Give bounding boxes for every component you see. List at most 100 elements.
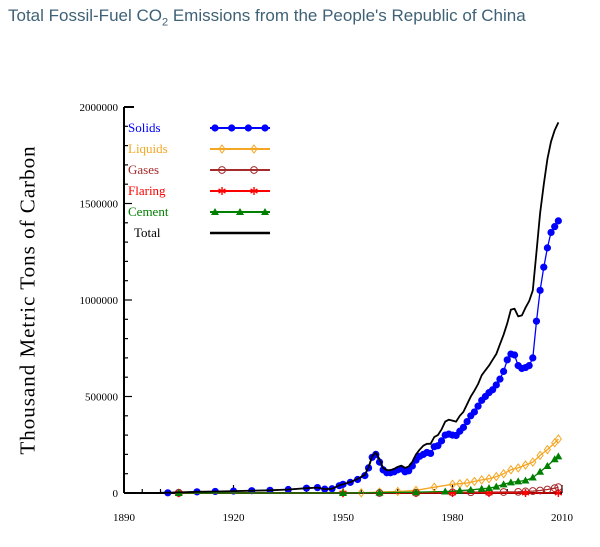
data-point-solids [529,354,537,362]
data-point-cement [466,485,475,493]
data-point-solids [540,263,548,271]
data-point-liquids [507,465,515,475]
data-point-cement [477,484,486,492]
data-point-cement [521,476,530,484]
legend-marker-solids [228,124,236,132]
data-point-liquids [478,475,486,485]
plot-area [160,122,563,498]
data-point-solids [510,351,519,359]
legend-marker-cement [236,208,244,215]
series-line-liquids [178,438,559,494]
data-point-solids [500,367,508,376]
y-tick-label: 1500000 [80,199,119,211]
data-point-liquids [554,434,562,444]
data-point-solids [474,402,482,410]
data-point-liquids [521,460,530,470]
series-line-solids [167,220,559,494]
data-point-solids [492,381,500,389]
asterisk-stroke [485,490,493,496]
legend-label-flaring: Flaring [128,183,166,198]
data-point-solids [437,437,446,445]
legend-marker-solids [261,124,269,132]
legend-label-cement: Cement [128,204,169,219]
data-point-cement [536,467,545,475]
legend-marker-solids [244,124,252,132]
legend-marker-flaring [250,187,258,195]
asterisk-stroke [554,490,563,496]
data-point-gases [536,486,544,495]
asterisk-stroke [250,188,258,194]
legend-label-solids: Solids [128,120,161,135]
legend-marker-liquids [218,144,226,154]
data-point-solids [427,449,435,458]
y-tick-label: 1000000 [80,295,119,307]
data-point-solids [503,356,511,364]
data-point-cement [543,461,552,469]
asterisk-stroke [521,490,530,496]
data-point-cement [375,488,384,496]
legend-marker-solids [211,124,219,132]
data-point-liquids [470,476,479,487]
data-point-liquids [536,450,544,461]
data-point-cement [492,482,501,490]
data-point-liquids [394,486,402,497]
x-tick-label: 1950 [332,512,355,524]
data-point-liquids [543,444,552,455]
data-point-gases [499,488,508,496]
x-tick-label: 1920 [223,512,246,524]
data-point-solids [532,317,541,325]
data-point-solids [543,244,552,252]
data-point-solids [496,375,504,383]
data-point-solids [459,423,468,431]
x-tick-label: 2010 [551,512,574,524]
data-point-solids [463,417,471,426]
data-point-liquids [492,471,500,482]
data-point-flaring [554,489,563,497]
data-point-cement [514,477,523,485]
data-point-cement [485,484,493,492]
data-point-gases [514,487,523,496]
data-point-solids [551,223,559,231]
chart-title: Total Fossil-Fuel CO2 Emissions from the… [8,6,526,29]
data-point-solids [536,286,544,294]
data-point-cement [412,488,420,496]
legend-label-gases: Gases [128,162,159,177]
data-point-flaring [521,489,530,497]
data-point-liquids [463,478,471,488]
legend-marker-flaring [218,187,226,195]
data-point-liquids [485,473,493,484]
legend-marker-gases [250,166,258,174]
y-tick-label: 0 [113,488,119,500]
data-point-cement [506,478,515,486]
data-point-cement [528,473,537,481]
data-point-cement [554,452,563,460]
data-point-cement [455,486,464,494]
asterisk-stroke [218,188,226,194]
legend-marker-cement [211,208,219,215]
x-tick-label: 1890 [113,512,136,524]
data-point-liquids [357,487,365,498]
legend: Solids Liquids Gases Flaring Cement Total [128,120,270,240]
legend-marker-cement [261,208,269,215]
data-point-liquids [514,463,522,473]
legend-marker-liquids [250,144,258,154]
data-point-solids [470,408,478,416]
data-point-cement [441,487,450,495]
data-point-gases [528,487,537,495]
data-point-liquids [529,457,537,467]
series-line-total [160,122,560,494]
data-point-cement [499,480,508,488]
legend-label-total: Total [134,225,161,240]
data-point-liquids [448,479,457,490]
y-tick-label: 2000000 [80,102,119,114]
legend-label-liquids: Liquids [128,141,168,156]
data-point-cement [339,489,347,496]
y-tick-label: 500000 [85,392,119,404]
data-point-liquids [499,468,508,479]
x-tick-label: 1980 [442,512,465,524]
legend-marker-gases [218,166,226,174]
data-point-solids [554,217,562,225]
data-point-solids [525,362,533,370]
data-point-solids [547,228,555,237]
